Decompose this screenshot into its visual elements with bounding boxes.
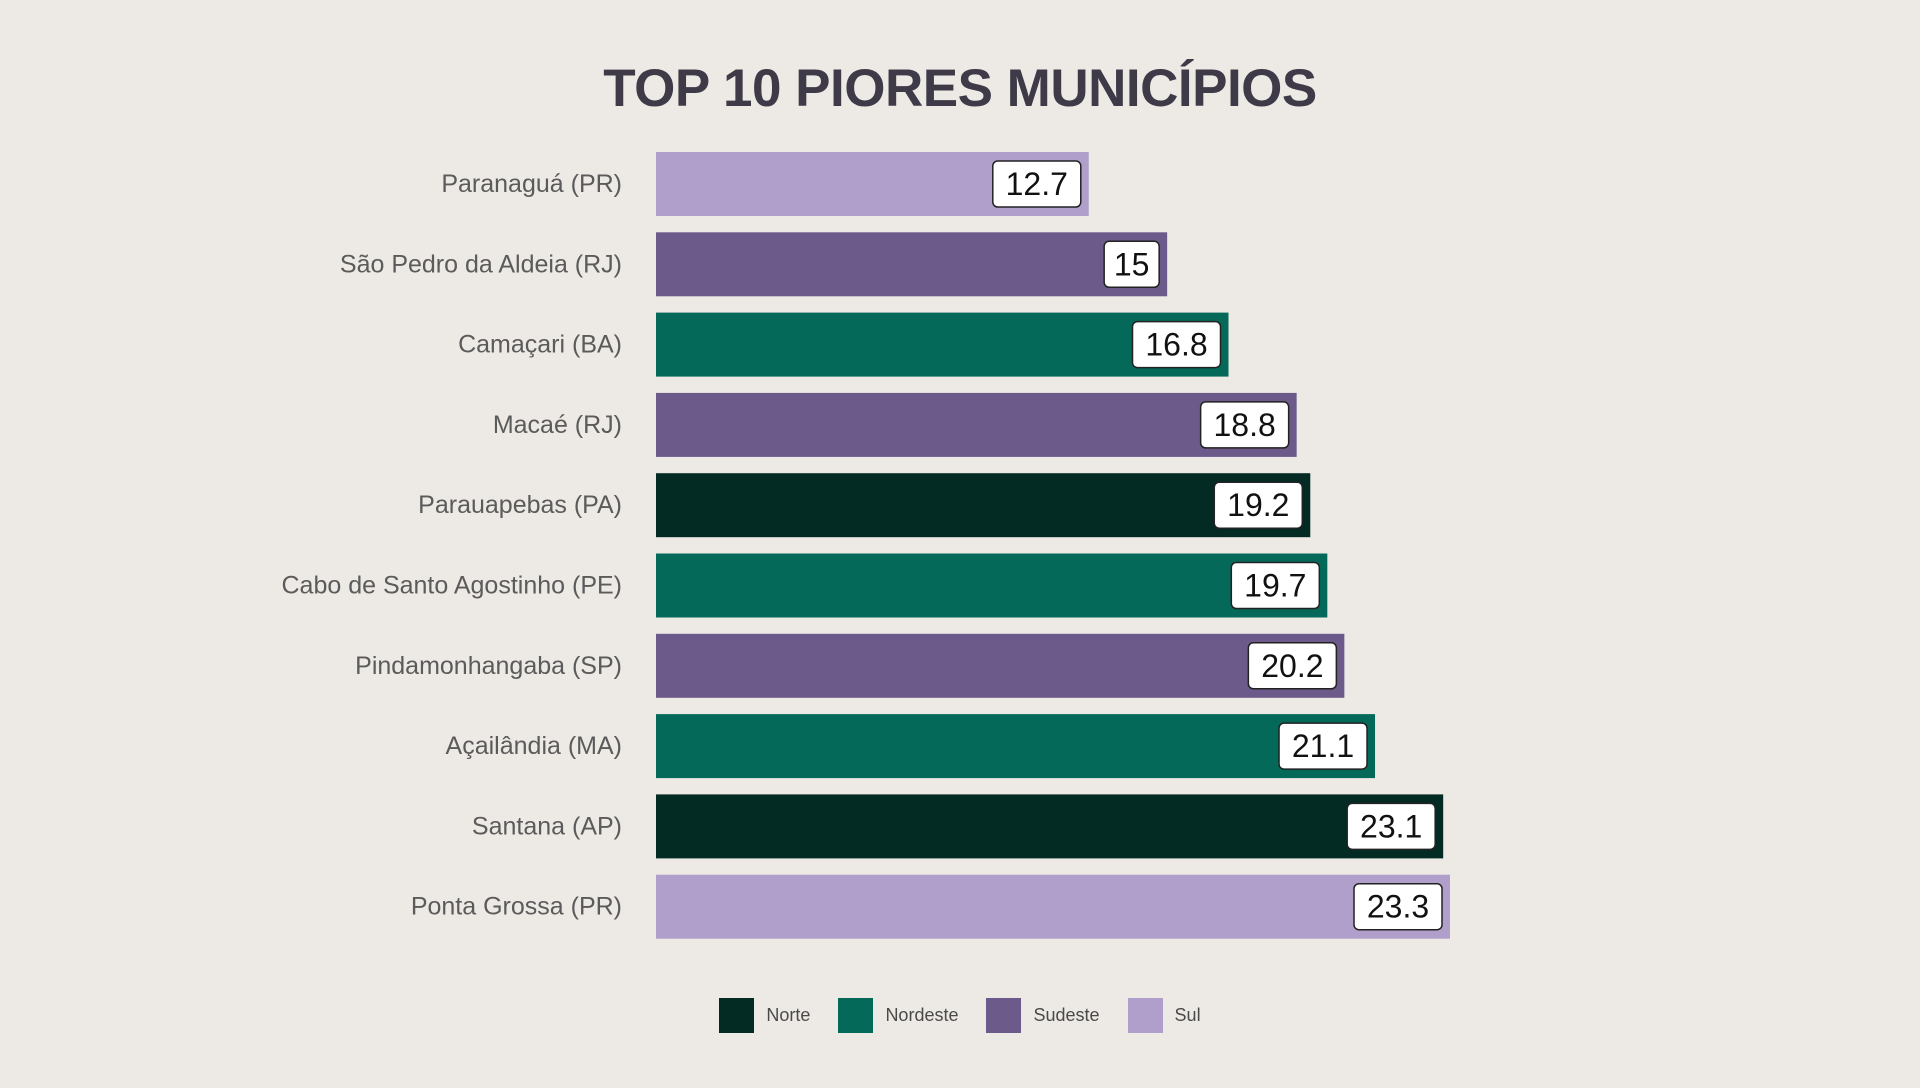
legend-label: Norte (766, 1005, 811, 1025)
bar (656, 473, 1311, 538)
legend-item-norte: Norte (719, 998, 810, 1033)
value-label: 20.2 (1261, 648, 1323, 684)
bar (656, 553, 1328, 618)
legend-swatch (1127, 998, 1163, 1033)
category-label: Santana (AP) (472, 812, 622, 840)
value-label: 12.7 (1006, 166, 1068, 202)
bar (656, 392, 1297, 457)
bar (656, 633, 1345, 698)
value-label-box (1353, 882, 1443, 931)
value-label-box (1230, 561, 1321, 610)
category-label: Pindamonhangaba (SP) (355, 652, 622, 680)
legend-swatch (838, 998, 874, 1033)
legend-swatch (719, 998, 755, 1033)
category-label: Paranaguá (PR) (441, 170, 622, 198)
value-label: 23.3 (1367, 889, 1429, 925)
category-label: Macaé (RJ) (493, 411, 622, 439)
category-label: Ponta Grossa (PR) (411, 893, 622, 921)
category-label: Parauapebas (PA) (418, 491, 622, 519)
value-label: 19.2 (1227, 487, 1289, 523)
legend-item-nordeste: Nordeste (838, 998, 958, 1033)
value-label: 16.8 (1145, 327, 1207, 363)
category-label: Cabo de Santo Agostinho (PE) (281, 572, 622, 600)
legend-item-sul: Sul (1127, 998, 1201, 1033)
value-label-box (1131, 320, 1222, 369)
value-label: 18.8 (1214, 407, 1276, 443)
value-label-box (1213, 481, 1304, 529)
category-label: Açailândia (MA) (446, 732, 622, 760)
value-label: 23.1 (1360, 808, 1422, 844)
category-label: São Pedro da Aldeia (RJ) (340, 250, 622, 278)
value-label-box (1346, 802, 1436, 851)
value-label: 15 (1114, 246, 1150, 282)
value-label-box (1103, 240, 1160, 289)
value-label-box (992, 160, 1082, 208)
bar (656, 874, 1450, 939)
bar (656, 714, 1376, 779)
legend-swatch (986, 998, 1022, 1033)
value-label: 21.1 (1292, 728, 1354, 764)
legend-label: Sudeste (1033, 1005, 1100, 1025)
value-label-box (1278, 722, 1368, 770)
legend: Norte Nordeste Sudeste Sul (0, 998, 1920, 1033)
category-label: Camaçari (BA) (458, 331, 622, 359)
bar (656, 794, 1444, 859)
legend-item-sudeste: Sudeste (986, 998, 1100, 1033)
bar (656, 232, 1168, 297)
legend-label: Nordeste (885, 1005, 959, 1025)
value-label-box (1199, 401, 1290, 449)
legend-label: Sul (1174, 1005, 1201, 1025)
value-label: 19.7 (1244, 568, 1306, 604)
value-label-box (1247, 642, 1338, 690)
chart-title: TOP 10 PIORES MUNICÍPIOS (603, 59, 1317, 118)
